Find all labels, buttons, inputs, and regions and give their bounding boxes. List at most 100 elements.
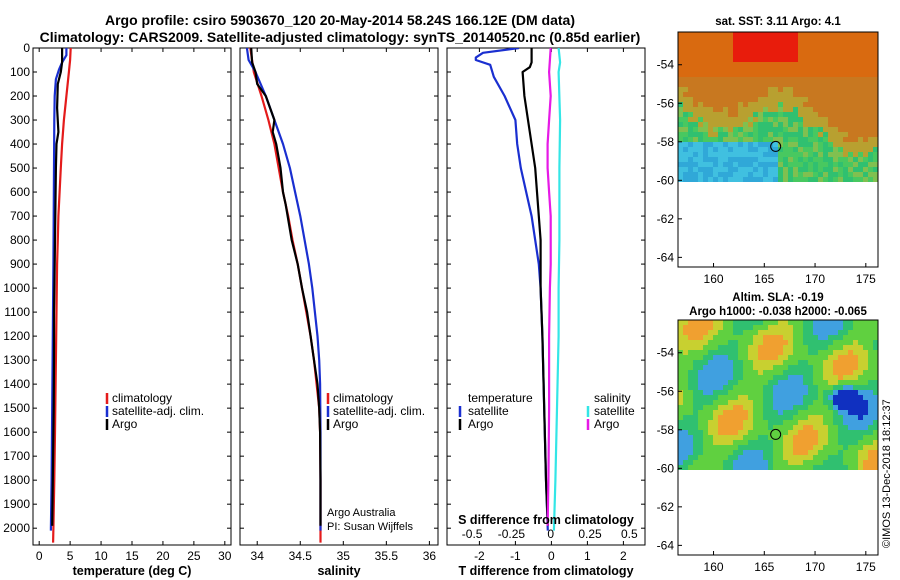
sst-cell bbox=[823, 177, 828, 182]
sst-cell bbox=[688, 102, 693, 107]
sst-cell bbox=[753, 117, 758, 122]
sla-cell bbox=[693, 405, 698, 410]
sst-cell bbox=[828, 52, 833, 57]
sla-cell bbox=[738, 400, 743, 405]
sla-cell bbox=[743, 360, 748, 365]
sst-cell bbox=[818, 132, 823, 137]
difference-lines bbox=[474, 48, 562, 531]
sst-cell bbox=[848, 177, 853, 182]
sst-cell bbox=[678, 82, 683, 87]
sst-cell bbox=[828, 162, 833, 167]
sst-cell bbox=[793, 72, 798, 77]
sla-cell bbox=[788, 390, 793, 395]
sla-cell bbox=[743, 455, 748, 460]
sst-cell bbox=[738, 147, 743, 152]
sla-cell bbox=[783, 350, 788, 355]
sla-cell bbox=[863, 415, 868, 420]
sla-cell bbox=[768, 415, 773, 420]
sst-cell bbox=[828, 132, 833, 137]
s-diff-tick-label: 0 bbox=[547, 527, 554, 541]
sst-cell bbox=[838, 167, 843, 172]
sst-cell bbox=[798, 97, 803, 102]
sla-cell bbox=[818, 340, 823, 345]
sla-cell bbox=[708, 410, 713, 415]
sst-cell bbox=[693, 42, 698, 47]
sla-cell bbox=[773, 335, 778, 340]
sst-cell bbox=[838, 77, 843, 82]
sst-cell bbox=[863, 157, 868, 162]
sst-cell bbox=[838, 177, 843, 182]
sst-cell bbox=[723, 92, 728, 97]
sst-cell bbox=[853, 137, 858, 142]
sst-cell bbox=[703, 172, 708, 177]
sla-cell bbox=[758, 355, 763, 360]
sst-cell bbox=[783, 177, 788, 182]
sla-cell bbox=[703, 465, 708, 470]
sst-cell bbox=[718, 72, 723, 77]
sla-cell bbox=[873, 440, 878, 445]
sla-cell bbox=[833, 410, 838, 415]
sst-cell bbox=[833, 117, 838, 122]
sst-cell bbox=[718, 92, 723, 97]
sst-cell bbox=[758, 137, 763, 142]
sla-cell bbox=[738, 420, 743, 425]
sla-cell bbox=[813, 335, 818, 340]
sla-cell bbox=[868, 340, 873, 345]
sla-cell bbox=[848, 460, 853, 465]
sst-cell bbox=[768, 62, 773, 67]
sst-cell bbox=[753, 57, 758, 62]
sla-cell bbox=[853, 355, 858, 360]
sla-cell bbox=[733, 370, 738, 375]
sst-cell bbox=[853, 167, 858, 172]
sst-cell bbox=[863, 127, 868, 132]
sst-cell bbox=[843, 57, 848, 62]
sst-cell bbox=[863, 57, 868, 62]
sla-cell bbox=[688, 335, 693, 340]
sst-cell bbox=[843, 172, 848, 177]
sst-cell bbox=[733, 87, 738, 92]
sst-cell bbox=[853, 72, 858, 77]
sla-cell bbox=[858, 320, 863, 325]
sst-cell bbox=[833, 122, 838, 127]
sla-cell bbox=[803, 330, 808, 335]
sst-cell bbox=[793, 117, 798, 122]
sst-cell bbox=[718, 157, 723, 162]
sla-cell bbox=[718, 405, 723, 410]
sla-cell bbox=[813, 320, 818, 325]
sst-cell bbox=[713, 77, 718, 82]
sla-cell bbox=[718, 340, 723, 345]
sla-cell bbox=[698, 345, 703, 350]
sla-cell bbox=[808, 445, 813, 450]
sla-cell bbox=[698, 330, 703, 335]
sla-cell bbox=[688, 430, 693, 435]
sla-cell bbox=[818, 320, 823, 325]
sla-cell bbox=[798, 455, 803, 460]
sla-cell bbox=[843, 370, 848, 375]
sst-cell bbox=[798, 167, 803, 172]
sst-cell bbox=[758, 77, 763, 82]
sst-cell bbox=[713, 67, 718, 72]
sst-cell bbox=[858, 132, 863, 137]
sst-cell bbox=[698, 57, 703, 62]
sst-cell bbox=[738, 132, 743, 137]
sst-cell bbox=[753, 62, 758, 67]
sla-cell bbox=[723, 440, 728, 445]
sst-cell bbox=[828, 102, 833, 107]
sla-cell bbox=[803, 335, 808, 340]
sla-cell bbox=[793, 330, 798, 335]
sst-cell bbox=[868, 177, 873, 182]
sla-cell bbox=[783, 445, 788, 450]
sst-cell bbox=[778, 132, 783, 137]
s-diff-tick-label: 0.25 bbox=[578, 527, 602, 541]
sla-cell bbox=[718, 440, 723, 445]
sla-cell bbox=[808, 320, 813, 325]
sst-cell bbox=[703, 92, 708, 97]
sst-cell bbox=[693, 127, 698, 132]
sla-cell bbox=[773, 350, 778, 355]
sst-cell bbox=[793, 112, 798, 117]
sla-cell bbox=[698, 395, 703, 400]
sla-cell bbox=[698, 440, 703, 445]
sla-cell bbox=[708, 400, 713, 405]
sla-cell bbox=[848, 455, 853, 460]
sla-cell bbox=[753, 405, 758, 410]
